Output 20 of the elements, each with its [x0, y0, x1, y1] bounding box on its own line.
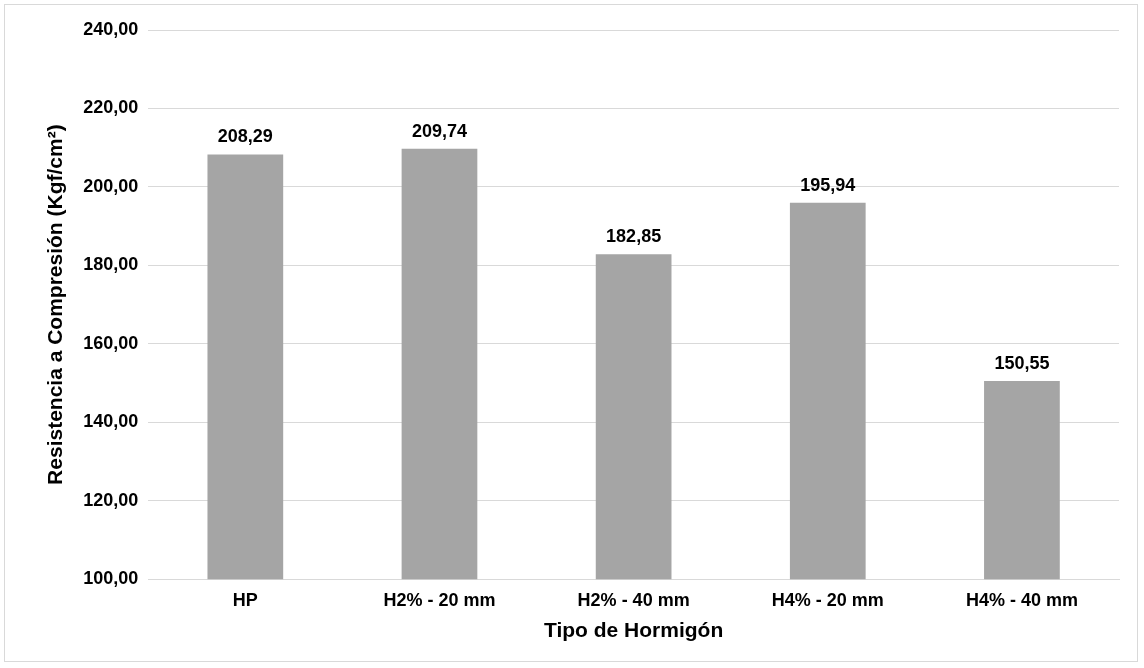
- x-tick-label: H4% - 20 mm: [771, 589, 884, 610]
- x-tick-label: H2% - 20 mm: [383, 589, 496, 610]
- y-tick-label: 160,00: [83, 332, 139, 353]
- y-tick-label: 120,00: [83, 489, 139, 510]
- y-tick-label: 220,00: [83, 97, 139, 118]
- y-tick-label: 200,00: [83, 175, 139, 196]
- x-tick-label: H4% - 40 mm: [965, 589, 1078, 610]
- y-axis-title: Resistencia a Compresión (Kgf/cm²): [43, 124, 67, 485]
- y-tick-label: 140,00: [83, 411, 139, 432]
- y-tick-label: 100,00: [83, 568, 139, 589]
- x-tick-label: HP: [232, 589, 258, 610]
- data-label: 182,85: [606, 226, 662, 247]
- data-label: 208,29: [217, 126, 273, 147]
- y-tick-label: 180,00: [83, 254, 139, 275]
- x-tick-label: H2% - 40 mm: [577, 589, 690, 610]
- data-label: 195,94: [800, 174, 856, 195]
- data-label: 209,74: [411, 120, 468, 141]
- x-axis-title: Tipo de Hormigón: [543, 618, 724, 642]
- data-label: 150,55: [994, 352, 1050, 373]
- y-tick-label: 240,00: [83, 18, 139, 39]
